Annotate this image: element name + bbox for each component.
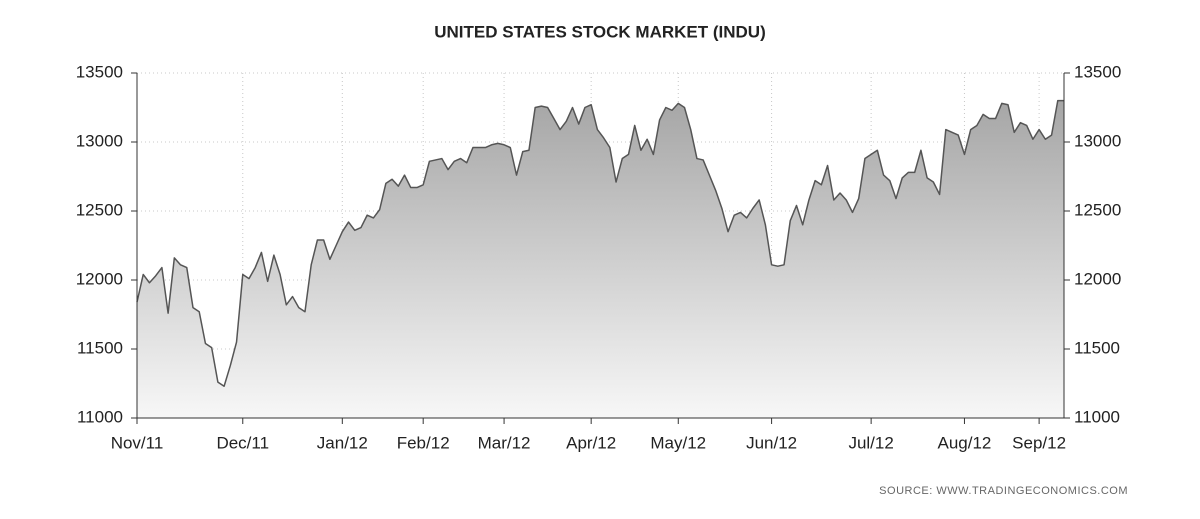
line — [136, 99, 1064, 388]
source-note: SOURCE: WWW.TRADINGECONOMICS.COM — [879, 485, 1128, 497]
x-tick-label: Sep/12 — [1012, 433, 1066, 452]
y2-tick-label: 11000 — [1074, 407, 1120, 426]
y-tick-label: 11000 — [77, 407, 123, 426]
y-tick-label: 12500 — [76, 200, 123, 219]
x-tick-label: Dec/11 — [216, 433, 269, 452]
y-tick-label: 13500 — [76, 62, 123, 81]
chart-title: UNITED STATES STOCK MARKET (INDU) — [434, 22, 766, 41]
x-tick-label: Mar/12 — [478, 433, 531, 452]
x-tick-label: Apr/12 — [566, 433, 616, 452]
x-tick-label: Nov/11 — [111, 433, 164, 452]
y2-tick-label: 12500 — [1074, 200, 1121, 219]
x-tick-label: Jun/12 — [746, 433, 797, 452]
plot-area: 11000 11500 12000 12500 13000 13500 11000 11500… — [76, 62, 1122, 452]
x-tick-label: May/12 — [650, 433, 706, 452]
y-tick-label: 11500 — [77, 338, 123, 357]
x-tick-label: Jul/12 — [848, 433, 893, 452]
y2-tick-label: 12000 — [1074, 269, 1121, 288]
y2-tick-label: 13000 — [1074, 131, 1121, 150]
y-tick-label: 12000 — [76, 269, 123, 288]
area — [137, 100, 1064, 418]
x-tick-label: Jan/12 — [317, 433, 368, 452]
y-tick-label: 13000 — [76, 131, 123, 150]
y2-tick-label: 13500 — [1074, 62, 1121, 81]
x-tick-label: Feb/12 — [397, 433, 450, 452]
y2-tick-label: 11500 — [1074, 338, 1120, 357]
x-tick-label: Aug/12 — [938, 433, 992, 452]
